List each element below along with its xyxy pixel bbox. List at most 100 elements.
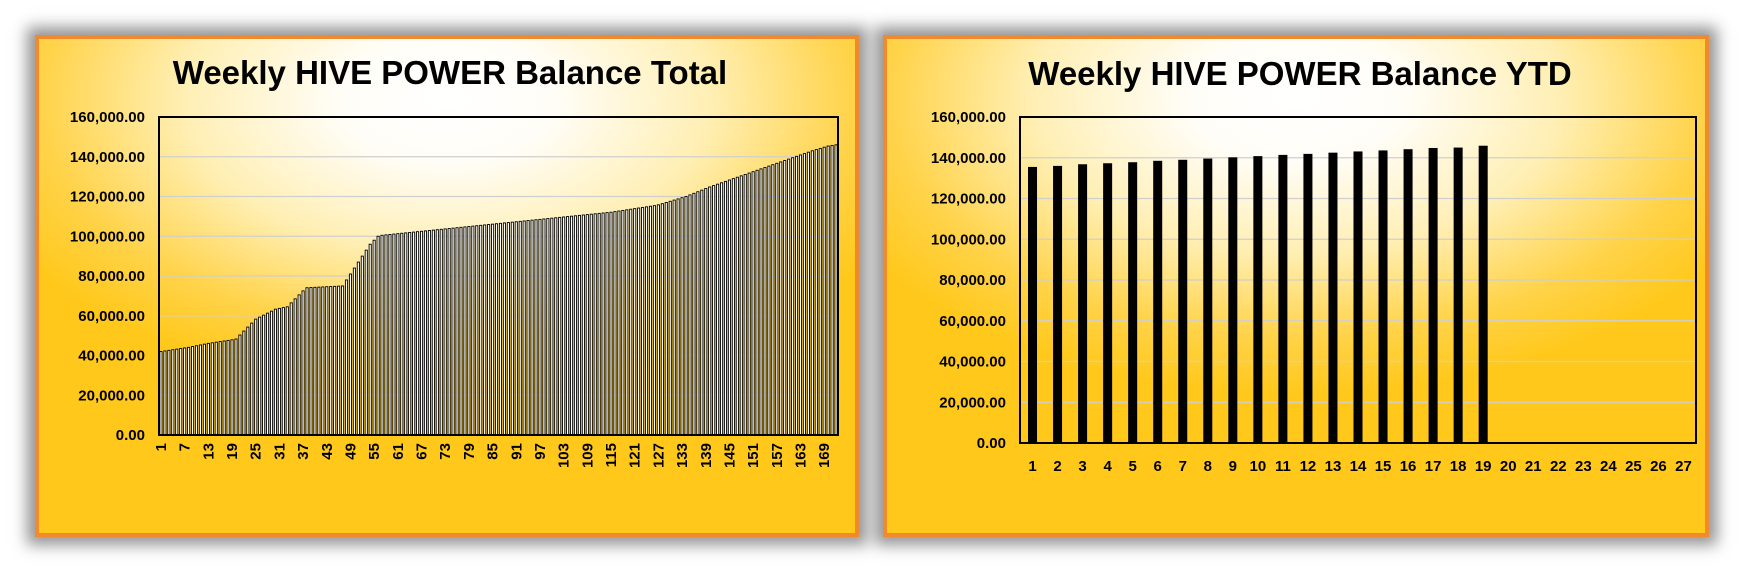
bar (676, 198, 680, 436)
bar (419, 230, 424, 436)
bar (325, 286, 329, 436)
y-tick-label: 20,000.00 (939, 394, 1006, 411)
bar (834, 144, 838, 436)
bar (344, 279, 349, 436)
x-tick-label: 109 (579, 443, 596, 468)
bar (795, 155, 799, 436)
bar (313, 286, 317, 436)
y-tick-label: 80,000.00 (78, 268, 145, 285)
bar (364, 249, 368, 436)
x-tick-label: 9 (1229, 458, 1237, 475)
bar (273, 308, 277, 436)
y-tick-label: 20,000.00 (78, 387, 145, 404)
x-tick-label: 157 (769, 443, 786, 468)
bar (262, 314, 266, 436)
bar (779, 161, 783, 436)
plot-area-frame (1019, 116, 1697, 444)
bar (498, 222, 503, 436)
bar (684, 196, 688, 436)
bar (692, 192, 696, 436)
bar (443, 228, 447, 436)
y-tick-label: 100,000.00 (70, 228, 145, 245)
chart-title: Weekly HIVE POWER Balance YTD (1028, 55, 1571, 92)
bar (435, 229, 439, 436)
bar (289, 302, 293, 436)
bar (637, 207, 641, 436)
x-tick-label: 103 (556, 443, 573, 468)
bar (455, 227, 459, 436)
bar (569, 215, 574, 436)
bar (680, 197, 684, 436)
bar (1203, 158, 1213, 443)
x-tick-label: 1 (1028, 458, 1036, 475)
bar (1178, 159, 1188, 443)
x-tick-label: 27 (1675, 458, 1692, 475)
x-tick-label: 11 (1275, 458, 1291, 475)
bar (242, 330, 246, 436)
y-tick-label: 60,000.00 (939, 313, 1006, 330)
bar (723, 180, 728, 436)
bar (747, 172, 751, 436)
bar (763, 167, 767, 436)
x-tick-label: 12 (1300, 458, 1317, 475)
bar (542, 218, 546, 436)
y-tick-label: 160,000.00 (70, 109, 145, 126)
bar (573, 215, 578, 436)
y-tick-label: 40,000.00 (78, 348, 145, 365)
y-tick-label: 80,000.00 (939, 272, 1006, 289)
bar (712, 185, 716, 436)
x-tick-label: 151 (745, 443, 762, 468)
bar (708, 186, 712, 436)
bar (510, 221, 514, 436)
bar (613, 211, 617, 436)
x-tick-label: 8 (1204, 458, 1212, 475)
bar (1228, 157, 1238, 443)
bar (305, 287, 309, 436)
chart-title: Weekly HIVE POWER Balance Total (173, 54, 727, 91)
bar (214, 341, 218, 436)
x-tick-label: 23 (1575, 458, 1592, 475)
bar (246, 326, 250, 436)
bar (206, 342, 210, 436)
bar (589, 213, 593, 436)
x-tick-label: 3 (1078, 458, 1086, 475)
bar (526, 220, 530, 436)
x-tick-label: 6 (1154, 458, 1162, 475)
bar (277, 307, 281, 436)
x-tick-label: 1 (153, 443, 170, 451)
x-tick-label: 24 (1600, 458, 1617, 475)
bar (672, 199, 676, 436)
bar (447, 228, 451, 436)
bar (167, 349, 171, 436)
bar (293, 298, 297, 436)
bar (388, 234, 392, 436)
bar (439, 228, 443, 436)
bar (546, 218, 550, 436)
bar (494, 223, 499, 436)
bar (309, 287, 313, 436)
x-tick-label: 139 (698, 443, 715, 468)
x-tick-label: 67 (414, 443, 431, 460)
bar (502, 222, 506, 436)
bar (593, 213, 597, 436)
bar (534, 219, 538, 436)
bar (629, 208, 633, 436)
x-tick-label: 4 (1103, 458, 1112, 475)
bar (202, 343, 206, 436)
bar (479, 224, 483, 436)
x-tick-label: 10 (1250, 458, 1267, 475)
bar (226, 339, 230, 436)
bar (301, 290, 305, 436)
bar (416, 231, 420, 436)
bar (459, 226, 463, 436)
bar (408, 232, 412, 436)
bar (802, 153, 806, 436)
bar (483, 224, 487, 436)
bar (269, 310, 274, 436)
bar (810, 150, 814, 436)
bar (530, 219, 534, 436)
bar (384, 234, 388, 436)
bar (577, 214, 581, 436)
bar (230, 339, 234, 436)
bar (814, 149, 818, 436)
